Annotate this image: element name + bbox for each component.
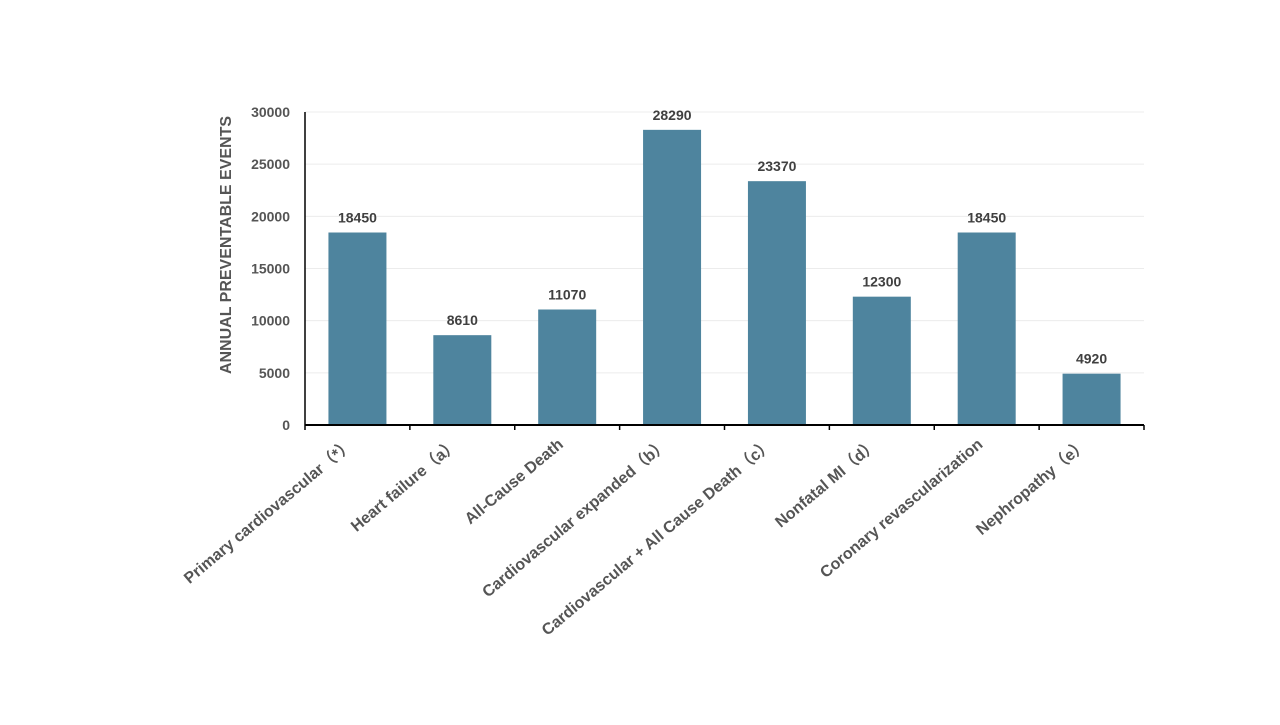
y-tick-label: 20000 — [251, 208, 290, 224]
data-label: 28290 — [653, 107, 692, 123]
data-labels: 18450 8610 11070 28290 23370 12300 18450 4920 — [338, 107, 1107, 367]
bar — [328, 232, 387, 425]
y-tick-label: 25000 — [251, 156, 290, 172]
y-axis-title: ANNUAL PREVENTABLE EVENTS — [218, 116, 235, 374]
data-label: 8610 — [447, 312, 478, 328]
x-category-label: Nonfatal MI（d） — [772, 435, 882, 531]
y-tick-label: 0 — [282, 417, 290, 433]
y-tick-label: 5000 — [259, 365, 290, 381]
data-label: 11070 — [548, 287, 586, 303]
bar — [538, 309, 597, 425]
gridlines — [305, 111, 1144, 374]
data-label: 23370 — [757, 158, 796, 174]
x-category-labels: Primary cardiovascular（*）Heart failure（a… — [181, 435, 1092, 639]
data-label: 4920 — [1076, 351, 1107, 367]
x-category-label: All-Cause Death — [462, 436, 567, 528]
bar — [852, 296, 911, 425]
x-category-label: Heart failure（a） — [347, 435, 461, 535]
bar — [1062, 373, 1121, 425]
bar — [957, 232, 1016, 425]
x-category-label: Primary cardiovascular（*） — [181, 435, 357, 587]
data-label: 12300 — [862, 274, 901, 290]
x-category-label: Nephropathy（e） — [973, 435, 1091, 539]
data-label: 18450 — [338, 210, 377, 226]
y-tick-labels: 0 5000 10000 15000 20000 25000 30000 — [251, 104, 290, 433]
bars — [328, 129, 1121, 425]
bar — [747, 181, 806, 425]
x-category-label: Cardiovascular expanded（b） — [479, 435, 672, 601]
axes — [304, 112, 1145, 430]
y-tick-label: 15000 — [251, 261, 290, 277]
x-category-label: Coronary revascularization — [817, 436, 986, 582]
data-label: 18450 — [967, 210, 1006, 226]
y-tick-label: 10000 — [251, 313, 290, 329]
y-tick-label: 30000 — [251, 104, 290, 120]
x-category-label: Cardiovascular + All Cause Death（c） — [538, 435, 776, 639]
bar — [433, 335, 492, 425]
bar — [643, 129, 702, 425]
